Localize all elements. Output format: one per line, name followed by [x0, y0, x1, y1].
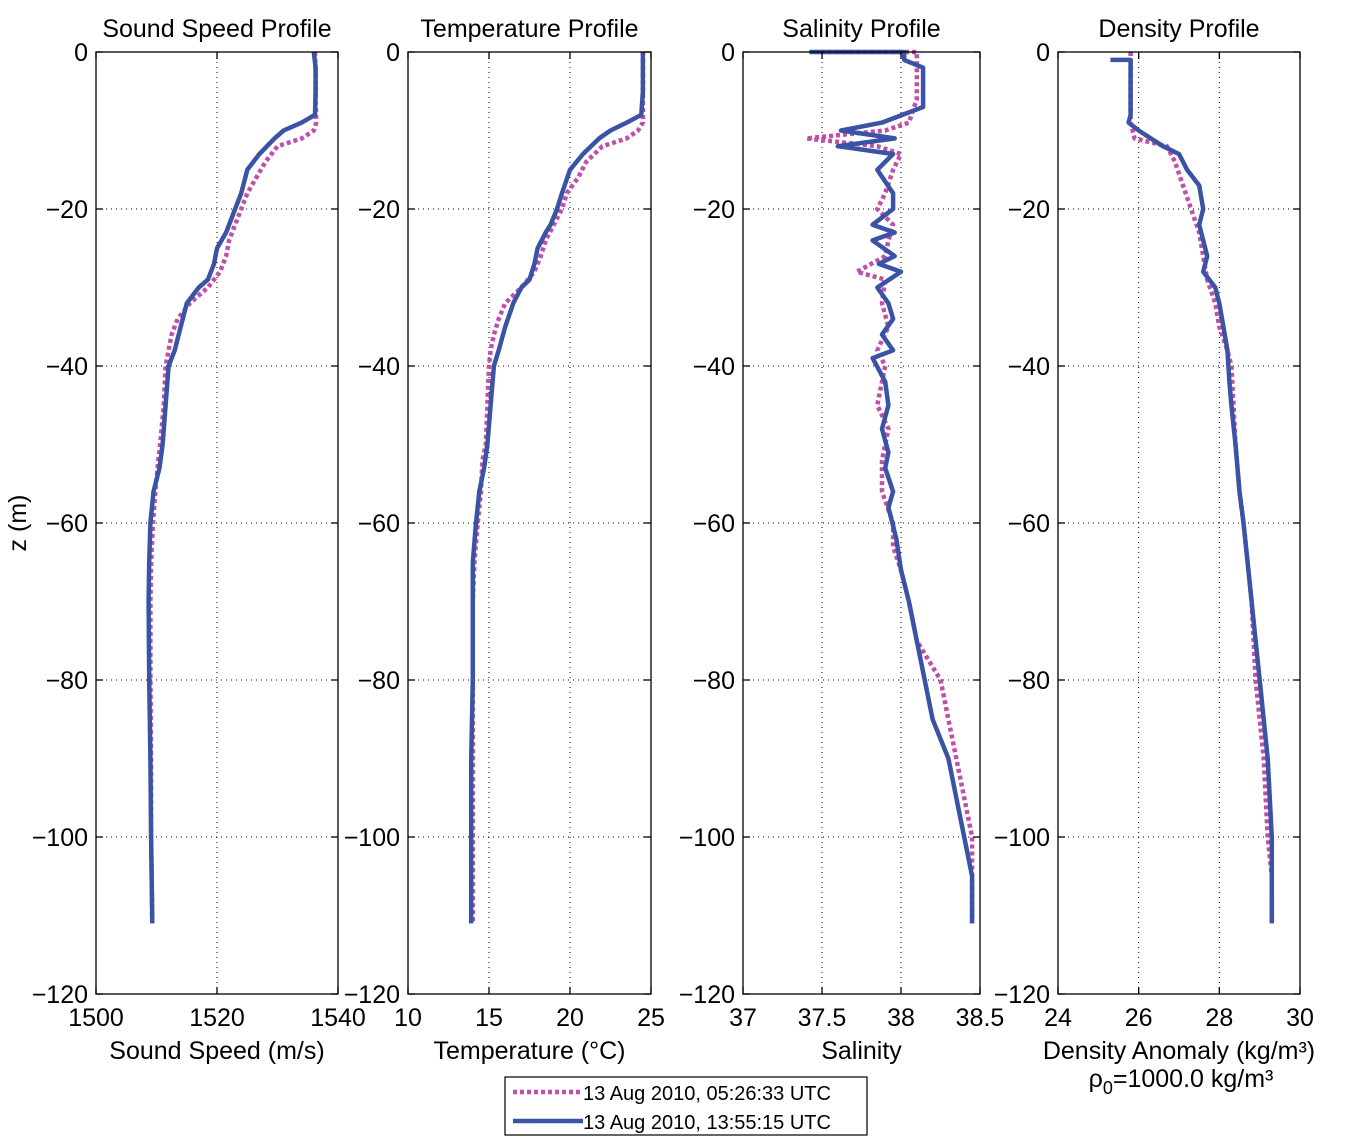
salinity-ytick-label: 0 — [721, 39, 735, 67]
sound-speed-ytick-label: −120 — [32, 981, 88, 1009]
temperature-title: Temperature Profile — [420, 15, 638, 43]
temperature-ytick-label: −40 — [358, 353, 400, 381]
y-axis-label: z (m) — [4, 495, 32, 552]
density-ytick-label: −20 — [1008, 196, 1050, 224]
sound-speed-xtick-label: 1520 — [189, 1004, 245, 1032]
sound-speed-ytick-label: −60 — [46, 510, 88, 538]
temperature-series-dotted — [470, 52, 646, 924]
salinity-ytick-label: −60 — [693, 510, 735, 538]
density-ytick-label: −100 — [994, 824, 1050, 852]
density-series-dotted — [1128, 52, 1275, 924]
temperature-ytick-label: −60 — [358, 510, 400, 538]
temperature-ytick-label: 0 — [386, 39, 400, 67]
salinity-ytick-label: −120 — [679, 981, 735, 1009]
salinity-xtick-label: 38 — [887, 1004, 915, 1032]
density-ytick-label: −120 — [994, 981, 1050, 1009]
temperature-xtick-label: 15 — [475, 1004, 503, 1032]
density-xtick-label: 26 — [1125, 1004, 1153, 1032]
density-ytick-label: −40 — [1008, 353, 1050, 381]
temperature-ytick-label: −80 — [358, 667, 400, 695]
sound-speed-title: Sound Speed Profile — [102, 15, 331, 43]
salinity-ytick-label: −80 — [693, 667, 735, 695]
salinity-title: Salinity Profile — [782, 15, 940, 43]
legend: 13 Aug 2010, 05:26:33 UTC 13 Aug 2010, 1… — [504, 1076, 868, 1136]
density-xtick-label: 28 — [1205, 1004, 1233, 1032]
salinity-xtick-label: 37.5 — [798, 1004, 847, 1032]
density-ytick-label: 0 — [1036, 39, 1050, 67]
temperature-ytick-label: −120 — [344, 981, 400, 1009]
legend-box — [504, 1076, 868, 1136]
salinity-ytick-label: −100 — [679, 824, 735, 852]
density-xtick-label: 24 — [1044, 1004, 1072, 1032]
legend-label-2: 13 Aug 2010, 13:55:15 UTC — [583, 1112, 831, 1134]
sound-speed-xtick-label: 1500 — [68, 1004, 124, 1032]
sound-speed-ytick-label: −100 — [32, 824, 88, 852]
density-rho-value: =1000.0 kg/m³ — [1113, 1065, 1274, 1093]
density-rho-symbol: ρ — [1089, 1065, 1103, 1093]
salinity-ytick-label: −40 — [693, 353, 735, 381]
density-ytick-label: −60 — [1008, 510, 1050, 538]
density-series-solid — [1110, 57, 1275, 924]
temperature-ytick-label: −100 — [344, 824, 400, 852]
density-rho-subscript: 0 — [1103, 1078, 1113, 1098]
salinity-series-solid — [809, 49, 975, 924]
sound-speed-series-dotted — [148, 51, 319, 924]
temperature-xtick-label: 10 — [394, 1004, 422, 1032]
temperature-series-solid — [468, 52, 646, 924]
temperature-axes-frame — [407, 51, 652, 995]
salinity-xlabel: Salinity — [821, 1037, 902, 1065]
temperature-xlabel: Temperature (°C) — [434, 1037, 626, 1065]
density-title: Density Profile — [1098, 15, 1259, 43]
sound-speed-ytick-label: −20 — [46, 196, 88, 224]
density-xtick-label: 30 — [1286, 1004, 1314, 1032]
sound-speed-ytick-label: −80 — [46, 667, 88, 695]
sound-speed-ytick-label: 0 — [74, 39, 88, 67]
legend-label-1: 13 Aug 2010, 05:26:33 UTC — [583, 1083, 831, 1105]
sound-speed-xtick-label: 1540 — [310, 1004, 366, 1032]
temperature-xtick-label: 20 — [556, 1004, 584, 1032]
salinity-series-dotted — [803, 49, 975, 924]
density-xlabel: Density Anomaly (kg/m³) — [1043, 1037, 1315, 1065]
sound-speed-xlabel: Sound Speed (m/s) — [109, 1037, 324, 1065]
temperature-ytick-label: −20 — [358, 196, 400, 224]
sound-speed-ytick-label: −40 — [46, 353, 88, 381]
temperature-xtick-label: 25 — [637, 1004, 665, 1032]
density-reference-note: ρ0=1000.0 kg/m³ — [1089, 1065, 1274, 1098]
sound-speed-series-solid — [146, 51, 318, 924]
salinity-xtick-label: 38.5 — [956, 1004, 1005, 1032]
salinity-xtick-label: 37 — [729, 1004, 757, 1032]
salinity-ytick-label: −20 — [693, 196, 735, 224]
density-ytick-label: −80 — [1008, 667, 1050, 695]
